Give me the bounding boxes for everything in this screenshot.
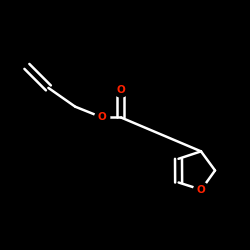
Text: O: O	[98, 112, 106, 122]
Circle shape	[94, 110, 110, 125]
Text: O: O	[116, 84, 125, 94]
Circle shape	[194, 182, 209, 197]
Text: O: O	[197, 185, 205, 195]
Circle shape	[114, 82, 128, 97]
